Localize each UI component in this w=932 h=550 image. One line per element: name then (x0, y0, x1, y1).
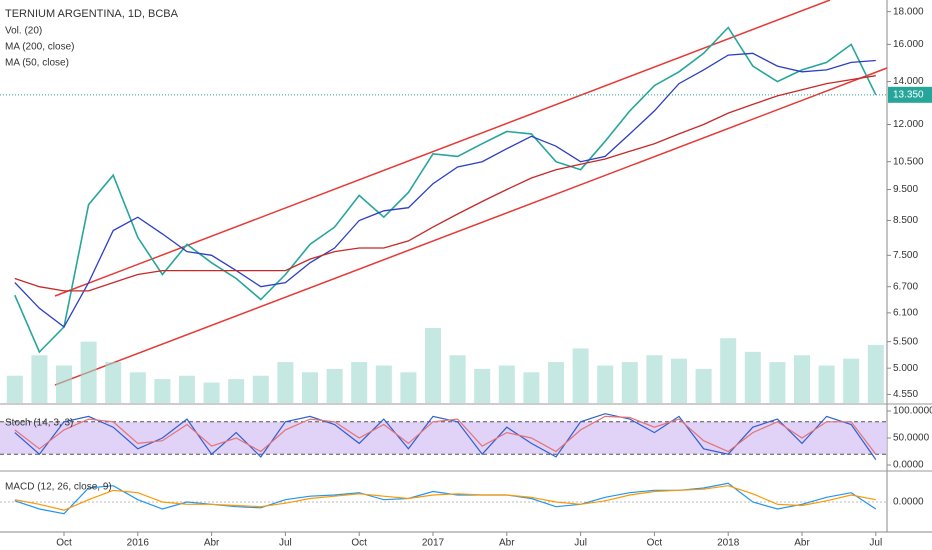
volume-bar (252, 375, 269, 403)
x-tick-label: Abr (499, 538, 515, 549)
legend-entry: MA (200, close) (5, 42, 74, 53)
trend-channel-lower (54, 67, 888, 386)
stoch-line (14, 415, 877, 455)
volume-bar (351, 362, 368, 403)
y-tick-label: 9.500 (893, 184, 918, 195)
chart-title: TERNIUM ARGENTINA, 1D, BCBA (5, 8, 179, 20)
volume-bar (843, 358, 860, 403)
x-tick-label: Abr (204, 538, 220, 549)
volume-bar (548, 362, 564, 403)
volume-bar (523, 372, 540, 403)
x-tick-label: Jul (279, 538, 292, 549)
y-tick-label: 6.100 (893, 307, 918, 318)
y-tick-label: 14.000 (893, 76, 924, 87)
stoch-band (0, 421, 887, 455)
y-tick-label: 5.000 (893, 363, 918, 374)
x-tick-label: 2018 (717, 538, 740, 549)
x-tick-label: Jul (574, 538, 587, 549)
volume-bar (129, 372, 146, 403)
volume-bar (572, 348, 589, 403)
volume-bar (80, 341, 97, 403)
price-line (14, 75, 876, 292)
y-tick-label: 10.500 (893, 156, 924, 167)
volume-bar (6, 375, 23, 403)
y-tick-label: 0.0000 (893, 497, 924, 508)
volume-bar (400, 372, 417, 403)
volume-bar (621, 362, 638, 403)
volume-bar (474, 368, 491, 403)
pane-title: Stoch (14, 3, 3) (5, 418, 73, 429)
volume-bar (277, 362, 294, 403)
volume-bar (105, 362, 122, 403)
legend-entry: MA (50, close) (5, 58, 69, 69)
y-tick-label: 18.000 (893, 6, 924, 17)
volume-bar (794, 355, 810, 403)
y-tick-label: 12.000 (893, 119, 924, 130)
legend-entry: Vol. (20) (5, 26, 42, 37)
x-tick-label: 2017 (422, 538, 445, 549)
volume-bar (375, 365, 392, 403)
y-tick-label: 50.0000 (893, 433, 930, 444)
volume-bar (228, 379, 245, 403)
volume-bar (818, 365, 835, 403)
volume-bar (695, 368, 712, 403)
y-tick-label: 100.0000 (893, 406, 932, 417)
y-tick-label: 7.500 (893, 250, 918, 261)
last-price-box (888, 86, 932, 103)
y-tick-label: 6.700 (893, 281, 918, 292)
volume-bar (203, 382, 220, 403)
y-tick-label: 5.500 (893, 336, 918, 347)
volume-bar (671, 358, 687, 403)
price-line (14, 26, 877, 354)
macd-line (14, 482, 877, 515)
y-tick-label: 16.000 (893, 39, 924, 50)
volume-bar (326, 368, 343, 403)
volume-bar (179, 375, 195, 403)
x-tick-label: Oct (56, 538, 72, 549)
macd-line (14, 485, 876, 511)
price-line (14, 52, 876, 328)
volume-bar (867, 345, 884, 403)
y-tick-label: 4.550 (893, 389, 918, 400)
volume-bar (720, 338, 737, 403)
stoch-line (14, 413, 877, 460)
y-tick-label: 0.0000 (893, 460, 924, 471)
pane-title: MACD (12, 26, close, 9) (5, 482, 112, 493)
volume-bar (769, 362, 786, 403)
volume-bar (449, 355, 466, 403)
x-tick-label: Jul (869, 538, 882, 549)
volume-bar (56, 365, 72, 403)
x-tick-label: Oct (647, 538, 663, 549)
volume-bar (154, 379, 171, 403)
volume-bar (498, 365, 515, 403)
volume-bar (302, 372, 318, 403)
x-tick-label: Abr (794, 538, 810, 549)
plot-layers (0, 26, 887, 515)
x-tick-label: 2016 (127, 538, 150, 549)
last-price-label: 13.350 (893, 89, 924, 100)
x-tick-label: Oct (351, 538, 367, 549)
volume-bar (646, 355, 663, 403)
y-tick-label: 8.500 (893, 215, 918, 226)
volume-bar (597, 365, 614, 403)
volume-bar (31, 355, 48, 403)
volume-bar (744, 351, 761, 403)
volume-bar (425, 328, 441, 403)
